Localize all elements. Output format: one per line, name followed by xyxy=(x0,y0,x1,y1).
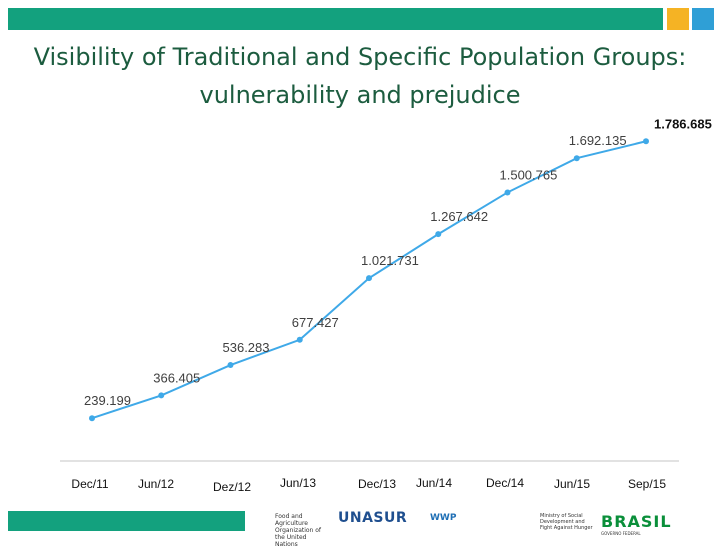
data-label: 366.405 xyxy=(153,370,200,385)
x-tick-label: Dez/12 xyxy=(213,480,251,494)
accent-square-blue xyxy=(692,8,714,30)
data-point xyxy=(366,275,372,282)
data-point xyxy=(435,231,442,238)
data-label: 1.500.765 xyxy=(500,167,558,182)
data-point xyxy=(227,362,234,369)
data-label: 536.283 xyxy=(223,340,270,355)
unasur-logo: UNASUR xyxy=(338,510,408,526)
data-point xyxy=(643,138,649,145)
data-label: 1.786.685 xyxy=(654,116,712,131)
wfp-logo: WWP xyxy=(430,513,457,523)
x-tick-label: Dec/14 xyxy=(486,476,524,490)
data-label: 1.021.731 xyxy=(361,253,419,268)
page-title: Visibility of Traditional and Specific P… xyxy=(0,38,720,114)
x-tick-label: Jun/15 xyxy=(554,477,590,491)
data-point xyxy=(504,189,511,196)
data-label: 1.267.642 xyxy=(430,209,488,224)
data-point xyxy=(296,336,303,343)
brasil-logo-subtitle: GOVERNO FEDERAL xyxy=(601,531,641,536)
x-tick-label: Jun/12 xyxy=(138,477,174,491)
x-tick-label: Dec/11 xyxy=(71,477,108,491)
data-label: 239.199 xyxy=(84,393,131,408)
data-point xyxy=(89,415,95,422)
title-line-1: Visibility of Traditional and Specific P… xyxy=(33,43,687,71)
data-label: 677.427 xyxy=(292,315,339,330)
accent-square-yellow xyxy=(667,8,689,30)
brasil-logo: BRASIL GOVERNO FEDERAL xyxy=(601,512,672,536)
footer-bar xyxy=(8,511,245,531)
x-tick-label: Dec/13 xyxy=(358,477,396,491)
data-point xyxy=(573,155,580,162)
x-tick-label: Jun/14 xyxy=(416,476,452,490)
fao-logo: Food and Agriculture Organization of the… xyxy=(275,513,322,548)
header-bar xyxy=(8,8,663,30)
x-tick-label: Jun/13 xyxy=(280,476,316,490)
mds-logo: Ministry of Social Development and Fight… xyxy=(540,513,593,531)
x-tick-label: Sep/15 xyxy=(628,477,666,491)
title-line-2: vulnerability and prejudice xyxy=(199,81,521,109)
brasil-logo-text: BRASIL xyxy=(601,512,672,531)
data-label: 1.692.135 xyxy=(569,133,627,148)
data-point xyxy=(158,392,165,399)
